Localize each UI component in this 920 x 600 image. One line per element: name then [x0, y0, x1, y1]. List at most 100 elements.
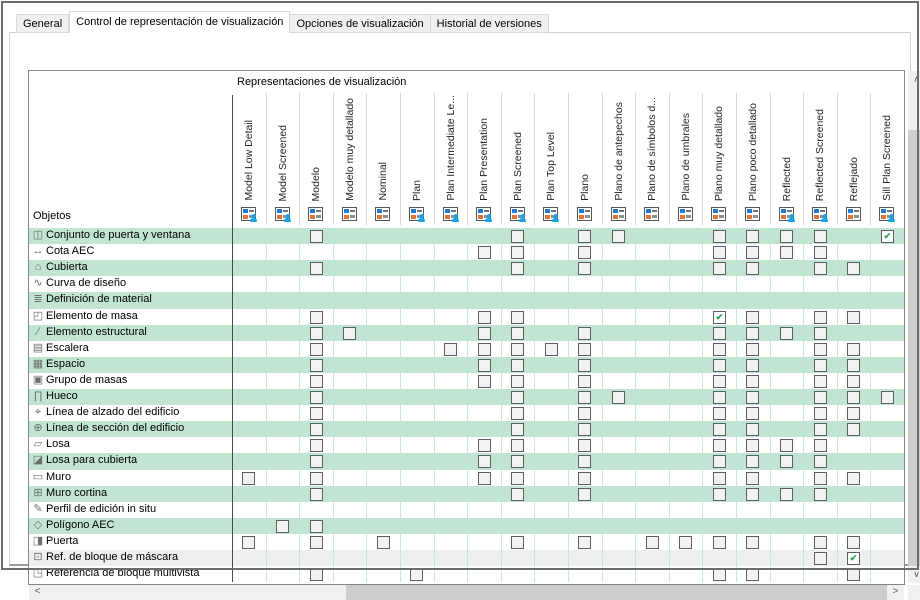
rep-checkbox-reflected[interactable]: [780, 439, 793, 452]
rep-checkbox-plan-screened[interactable]: [511, 375, 524, 388]
rep-checkbox-modelo[interactable]: [310, 391, 323, 404]
rep-checkbox-modelo[interactable]: [310, 327, 323, 340]
rep-checkbox-plan-presentation[interactable]: [478, 375, 491, 388]
rep-checkbox-plano-poco-detallado[interactable]: [746, 472, 759, 485]
object-row-hueco[interactable]: ∏ Hueco: [29, 389, 904, 405]
rep-checkbox-plan-presentation[interactable]: [478, 439, 491, 452]
column-header-model-low-detail[interactable]: Model Low Detail: [232, 71, 266, 227]
rep-checkbox-modelo[interactable]: [310, 488, 323, 501]
rep-checkbox-modelo-muy-detallado[interactable]: [343, 327, 356, 340]
rep-checkbox-modelo[interactable]: [310, 262, 323, 275]
object-row-curva-de-dise-o[interactable]: ∿ Curva de diseño: [29, 276, 904, 292]
rep-checkbox-reflected-screened[interactable]: [814, 311, 827, 324]
object-row-escalera[interactable]: ▤ Escalera: [29, 341, 904, 357]
rep-checkbox-reflejado[interactable]: [847, 343, 860, 356]
object-row-losa[interactable]: ▱ Losa: [29, 437, 904, 453]
rep-checkbox-plano-poco-detallado[interactable]: [746, 262, 759, 275]
rep-checkbox-plano-muy-detallado[interactable]: [713, 343, 726, 356]
rep-checkbox-plano[interactable]: [578, 246, 591, 259]
rep-checkbox-plano-de-umbrales[interactable]: [679, 536, 692, 549]
object-row-espacio[interactable]: ▦ Espacio: [29, 357, 904, 373]
object-row-puerta[interactable]: ◨ Puerta: [29, 534, 904, 550]
rep-checkbox-plano-poco-detallado[interactable]: [746, 455, 759, 468]
rep-checkbox-plano-poco-detallado[interactable]: [746, 327, 759, 340]
rep-checkbox-reflected-screened[interactable]: [814, 423, 827, 436]
column-header-modelo[interactable]: Modelo: [299, 71, 333, 227]
rep-checkbox-reflected[interactable]: [780, 230, 793, 243]
column-header-sill-plan-screened[interactable]: Sill Plan Screened: [870, 71, 904, 227]
rep-checkbox-plano-poco-detallado[interactable]: [746, 536, 759, 549]
rep-checkbox-plano-muy-detallado[interactable]: [713, 407, 726, 420]
rep-checkbox-reflected-screened[interactable]: [814, 375, 827, 388]
rep-checkbox-plano[interactable]: [578, 230, 591, 243]
rep-checkbox-plan-screened[interactable]: [511, 439, 524, 452]
column-header-plan[interactable]: Plan: [400, 71, 434, 227]
rep-checkbox-plano-muy-detallado[interactable]: [713, 439, 726, 452]
rep-checkbox-reflected-screened[interactable]: [814, 359, 827, 372]
object-row-elemento-estructural[interactable]: ∕ Elemento estructural: [29, 325, 904, 341]
object-row-definici-n-de-material[interactable]: ≣ Definición de material: [29, 292, 904, 309]
rep-checkbox-plano-muy-detallado[interactable]: ✔: [713, 311, 726, 324]
rep-checkbox-plan-screened[interactable]: [511, 407, 524, 420]
rep-checkbox-plan-screened[interactable]: [511, 536, 524, 549]
object-row-losa-para-cubierta[interactable]: ◪ Losa para cubierta: [29, 453, 904, 470]
column-header-plan-screened[interactable]: Plan Screened: [501, 71, 535, 227]
scroll-right-button[interactable]: >: [887, 585, 904, 600]
rep-checkbox-plano[interactable]: [578, 359, 591, 372]
rep-checkbox-plano-poco-detallado[interactable]: [746, 359, 759, 372]
rep-checkbox-plano[interactable]: [578, 391, 591, 404]
rep-checkbox-reflejado[interactable]: [847, 375, 860, 388]
column-header-reflected-screened[interactable]: Reflected Screened: [803, 71, 837, 227]
rep-checkbox-plan-screened[interactable]: [511, 262, 524, 275]
object-row-cubierta[interactable]: ⌂ Cubierta: [29, 260, 904, 276]
rep-checkbox-model-low-detail[interactable]: [242, 472, 255, 485]
rep-checkbox-modelo[interactable]: [310, 343, 323, 356]
rep-checkbox-plano-poco-detallado[interactable]: [746, 488, 759, 501]
column-header-nominal[interactable]: Nominal: [366, 71, 400, 227]
column-header-plano-de-antepechos[interactable]: Plano de antepechos: [602, 71, 636, 227]
rep-checkbox-plan-screened[interactable]: [511, 423, 524, 436]
object-row-cota-aec[interactable]: ↔ Cota AEC: [29, 244, 904, 260]
rep-checkbox-reflejado[interactable]: [847, 407, 860, 420]
rep-checkbox-plan-screened[interactable]: [511, 359, 524, 372]
rep-checkbox-plano-poco-detallado[interactable]: [746, 375, 759, 388]
object-row-conjunto-de-puerta-y-ventana[interactable]: ◫ Conjunto de puerta y ventana ✔: [29, 228, 904, 244]
rep-checkbox-reflejado[interactable]: [847, 311, 860, 324]
rep-checkbox-plano[interactable]: [578, 262, 591, 275]
rep-checkbox-plan-screened[interactable]: [511, 391, 524, 404]
column-header-modelo-muy-detallado[interactable]: Modelo muy detallado: [333, 71, 367, 227]
rep-checkbox-reflected-screened[interactable]: [814, 230, 827, 243]
tab-control-de-representaci-n-de-visualizaci-n[interactable]: Control de representación de visualizaci…: [69, 11, 291, 33]
rep-checkbox-reflected-screened[interactable]: [814, 536, 827, 549]
rep-checkbox-reflejado[interactable]: [847, 568, 860, 581]
rep-checkbox-plano[interactable]: [578, 423, 591, 436]
rep-checkbox-plano[interactable]: [578, 343, 591, 356]
rep-checkbox-plano-muy-detallado[interactable]: [713, 246, 726, 259]
rep-checkbox-plan-screened[interactable]: [511, 488, 524, 501]
object-row-pol-gono-aec[interactable]: ◇ Polígono AEC: [29, 518, 904, 534]
rep-checkbox-plano[interactable]: [578, 488, 591, 501]
rep-checkbox-modelo[interactable]: [310, 536, 323, 549]
column-header-plano-de-umbrales[interactable]: Plano de umbrales: [669, 71, 703, 227]
rep-checkbox-plano-poco-detallado[interactable]: [746, 423, 759, 436]
rep-checkbox-modelo[interactable]: [310, 423, 323, 436]
column-header-plano[interactable]: Plano: [568, 71, 602, 227]
rep-checkbox-plano[interactable]: [578, 439, 591, 452]
column-header-model-screened[interactable]: Model Screened: [266, 71, 300, 227]
rep-checkbox-plano-muy-detallado[interactable]: [713, 327, 726, 340]
rep-checkbox-plan[interactable]: [410, 568, 423, 581]
object-row-referencia-de-bloque-multivista[interactable]: ◳ Referencia de bloque multivista: [29, 566, 904, 582]
rep-checkbox-plano-de-antepechos[interactable]: [612, 230, 625, 243]
rep-checkbox-plano[interactable]: [578, 407, 591, 420]
rep-checkbox-reflejado[interactable]: [847, 472, 860, 485]
rep-checkbox-plan-presentation[interactable]: [478, 311, 491, 324]
rep-checkbox-plan-presentation[interactable]: [478, 327, 491, 340]
scroll-left-button[interactable]: <: [29, 585, 46, 600]
rep-checkbox-sill-plan-screened[interactable]: ✔: [881, 230, 894, 243]
rep-checkbox-plano-muy-detallado[interactable]: [713, 568, 726, 581]
rep-checkbox-reflected-screened[interactable]: [814, 407, 827, 420]
column-header-reflected[interactable]: Reflected: [770, 71, 804, 227]
rep-checkbox-reflejado[interactable]: [847, 423, 860, 436]
column-header-plan-presentation[interactable]: Plan Presentation: [467, 71, 501, 227]
scroll-up-button[interactable]: ∧: [908, 71, 920, 88]
